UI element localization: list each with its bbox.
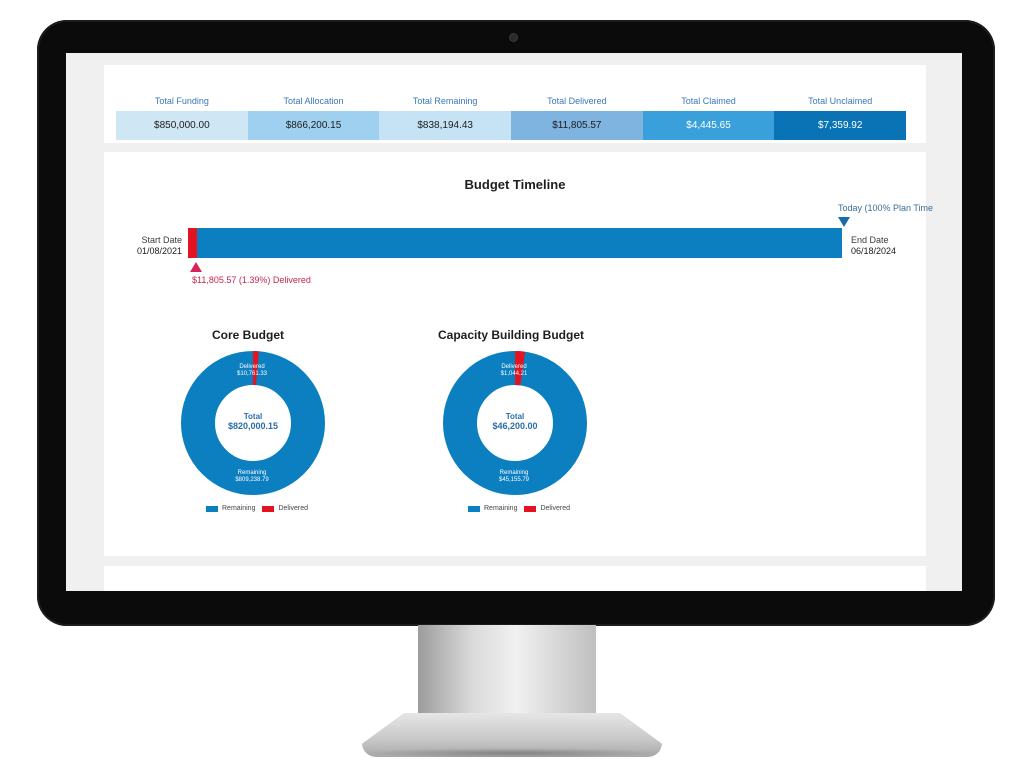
summary-value: $866,200.15 bbox=[247, 111, 380, 140]
capacity-budget-delivered-slice bbox=[443, 351, 587, 495]
capacity-total-caption: Total bbox=[505, 412, 525, 421]
monitor-stand-neck bbox=[418, 625, 596, 721]
start-date-value: 01/08/2021 bbox=[137, 246, 183, 256]
delivered-progress-text: $11,805.57 (1.39%) Delivered bbox=[192, 275, 311, 285]
capacity-remaining-caption: Remaining bbox=[499, 470, 529, 476]
today-label: Today (100% Plan Time bbox=[838, 203, 934, 213]
funding-summary-panel: Total Funding $850,000.00 Total Allocati… bbox=[104, 65, 926, 143]
start-date-label: Start Date 01/08/2021 bbox=[137, 235, 182, 257]
summary-header: Total Remaining bbox=[412, 96, 478, 106]
end-date-value: 06/18/2024 bbox=[851, 246, 897, 256]
summary-col-delivered: Total Delivered $11,805.57 bbox=[511, 91, 643, 140]
funding-summary-table: Total Funding $850,000.00 Total Allocati… bbox=[116, 91, 907, 140]
delivered-swatch bbox=[262, 505, 275, 512]
core-total-label: Total $820,000.15 bbox=[218, 412, 288, 431]
legend-delivered: Delivered bbox=[540, 505, 571, 512]
today-marker-icon bbox=[838, 217, 850, 227]
capacity-budget-donut bbox=[443, 351, 587, 495]
capacity-budget-center-hole bbox=[478, 386, 552, 460]
capacity-delivered-label: Delivered $1,044.21 bbox=[484, 364, 544, 378]
delivered-swatch bbox=[524, 505, 537, 512]
summary-col-unclaimed: Total Unclaimed $7,359.92 bbox=[774, 91, 907, 140]
capacity-total-value: $46,200.00 bbox=[492, 421, 538, 431]
end-date-caption: End Date bbox=[851, 235, 889, 245]
summary-col-allocation: Total Allocation $866,200.15 bbox=[247, 91, 380, 140]
summary-header: Total Funding bbox=[154, 96, 209, 106]
summary-header: Total Allocation bbox=[283, 96, 344, 106]
legend-remaining: Remaining bbox=[484, 505, 518, 512]
next-panel bbox=[104, 566, 926, 591]
legend-delivered: Delivered bbox=[278, 505, 309, 512]
timeline-delivered-bar bbox=[188, 228, 197, 258]
remaining-swatch bbox=[468, 505, 480, 512]
core-delivered-label: Delivered $10,761.33 bbox=[222, 364, 282, 378]
screen: Total Funding $850,000.00 Total Allocati… bbox=[66, 53, 962, 591]
summary-value: $838,194.43 bbox=[379, 111, 512, 140]
stand-shadow bbox=[360, 748, 664, 758]
end-date-label: End Date 06/18/2024 bbox=[851, 235, 896, 257]
core-budget-donut bbox=[181, 351, 325, 495]
monitor-stand-base bbox=[362, 713, 662, 757]
start-date-caption: Start Date bbox=[141, 235, 183, 245]
capacity-budget-title: Capacity Building Budget bbox=[438, 328, 585, 342]
summary-header: Total Unclaimed bbox=[808, 96, 873, 106]
summary-value: $850,000.00 bbox=[116, 111, 248, 140]
core-total-caption: Total bbox=[243, 412, 263, 421]
capacity-delivered-value: $1,044.21 bbox=[500, 371, 528, 377]
legend-remaining: Remaining bbox=[222, 505, 256, 512]
budget-timeline-panel: Budget Timeline Today (100% Plan Time St… bbox=[104, 152, 933, 556]
summary-header: Total Delivered bbox=[547, 96, 607, 106]
core-delivered-value: $10,761.33 bbox=[236, 371, 268, 377]
capacity-budget-legend: Remaining Delivered bbox=[468, 505, 570, 512]
capacity-delivered-caption: Delivered bbox=[501, 364, 527, 370]
summary-col-funding: Total Funding $850,000.00 bbox=[116, 91, 248, 140]
core-remaining-label: Remaining $809,238.79 bbox=[222, 470, 282, 484]
core-budget-legend: Remaining Delivered bbox=[206, 505, 308, 512]
webcam-icon bbox=[510, 34, 517, 41]
summary-col-remaining: Total Remaining $838,194.43 bbox=[379, 91, 512, 140]
capacity-total-label: Total $46,200.00 bbox=[480, 412, 550, 431]
remaining-swatch bbox=[206, 505, 218, 512]
core-budget-delivered-slice bbox=[181, 351, 325, 495]
core-budget-center-hole bbox=[216, 386, 290, 460]
budget-timeline-title: Budget Timeline bbox=[464, 177, 566, 192]
summary-value: $7,359.92 bbox=[774, 111, 907, 140]
core-remaining-value: $809,238.79 bbox=[235, 477, 269, 483]
delivered-marker-icon bbox=[190, 262, 202, 272]
core-remaining-caption: Remaining bbox=[237, 470, 267, 476]
capacity-remaining-label: Remaining $45,155.79 bbox=[484, 470, 544, 484]
core-delivered-caption: Delivered bbox=[239, 364, 265, 370]
core-budget-title: Core Budget bbox=[212, 328, 284, 342]
summary-value: $11,805.57 bbox=[511, 111, 643, 140]
core-total-value: $820,000.15 bbox=[227, 421, 279, 431]
summary-col-claimed: Total Claimed $4,445.65 bbox=[642, 91, 775, 140]
capacity-remaining-value: $45,155.79 bbox=[498, 477, 530, 483]
timeline-remaining-bar bbox=[188, 228, 842, 258]
summary-header: Total Claimed bbox=[681, 96, 736, 106]
summary-value: $4,445.65 bbox=[642, 111, 775, 140]
